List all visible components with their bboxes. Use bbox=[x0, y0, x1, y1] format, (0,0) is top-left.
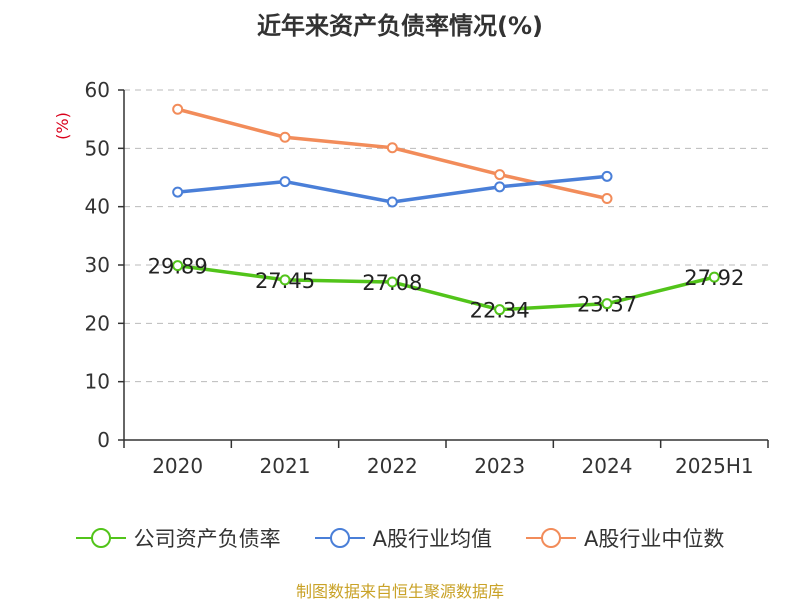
data-point bbox=[386, 196, 398, 208]
x-tick-label: 2023 bbox=[474, 454, 525, 478]
data-point bbox=[601, 170, 613, 182]
data-point bbox=[494, 181, 506, 193]
legend-item[interactable]: A股行业中位数 bbox=[526, 523, 724, 553]
data-point bbox=[172, 186, 184, 198]
source-note: 制图数据来自恒生聚源数据库 bbox=[295, 582, 504, 601]
data-label: 29.89 bbox=[148, 255, 208, 279]
data-point bbox=[601, 193, 613, 204]
series-lines bbox=[172, 103, 720, 316]
legend-label: 公司资产负债率 bbox=[133, 527, 281, 551]
legend: 公司资产负债率 A股行业均值 A股行业中位数 bbox=[0, 518, 800, 558]
legend-label: A股行业均值 bbox=[372, 527, 492, 551]
data-point bbox=[279, 274, 291, 286]
data-point bbox=[172, 260, 184, 272]
y-tick-label: 20 bbox=[85, 311, 110, 335]
data-label: 22.34 bbox=[470, 299, 530, 323]
data-label: 27.45 bbox=[255, 269, 315, 293]
x-tick-label: 2024 bbox=[582, 454, 633, 478]
legend-marker-icon bbox=[75, 528, 126, 548]
grid-lines bbox=[124, 89, 768, 383]
x-tick-label: 2020 bbox=[152, 454, 203, 478]
legend-item[interactable]: A股行业均值 bbox=[314, 523, 492, 553]
legend-marker-icon bbox=[314, 528, 365, 548]
y-tick-label: 40 bbox=[85, 195, 110, 219]
data-point bbox=[494, 169, 506, 181]
x-tick-label: 2021 bbox=[260, 454, 311, 478]
chart-title: 近年来资产负债率情况(%) bbox=[257, 12, 543, 40]
data-point bbox=[172, 103, 184, 115]
data-point bbox=[386, 276, 398, 288]
data-point bbox=[279, 176, 291, 188]
data-label: 27.92 bbox=[684, 266, 744, 290]
series-line bbox=[175, 263, 717, 312]
y-tick-label: 10 bbox=[85, 370, 110, 394]
data-label: 23.37 bbox=[577, 293, 637, 317]
y-tick-label: 50 bbox=[85, 136, 110, 160]
y-tick-label: 0 bbox=[97, 428, 110, 452]
data-label: 27.08 bbox=[362, 271, 422, 295]
y-axis-label: (%) bbox=[53, 112, 72, 140]
data-labels: 29.89 27.45 27.08 22.34 23.37 27.92 bbox=[148, 255, 745, 323]
y-tick-label: 30 bbox=[85, 253, 110, 277]
data-point bbox=[386, 142, 398, 154]
data-point bbox=[601, 298, 613, 310]
axes: 0 10 20 30 40 50 60 2020 2021 2022 2023 2024 2025H1 bbox=[85, 78, 769, 478]
x-tick-label: 2025H1 bbox=[675, 454, 754, 478]
legend-item[interactable]: 公司资产负债率 bbox=[75, 523, 281, 553]
legend-label: A股行业中位数 bbox=[584, 527, 725, 551]
legend-marker-icon bbox=[526, 528, 576, 548]
x-tick-label: 2022 bbox=[367, 454, 418, 478]
y-tick-label: 60 bbox=[85, 78, 110, 102]
data-point bbox=[708, 271, 720, 283]
data-point bbox=[494, 304, 506, 316]
data-point bbox=[279, 131, 291, 143]
